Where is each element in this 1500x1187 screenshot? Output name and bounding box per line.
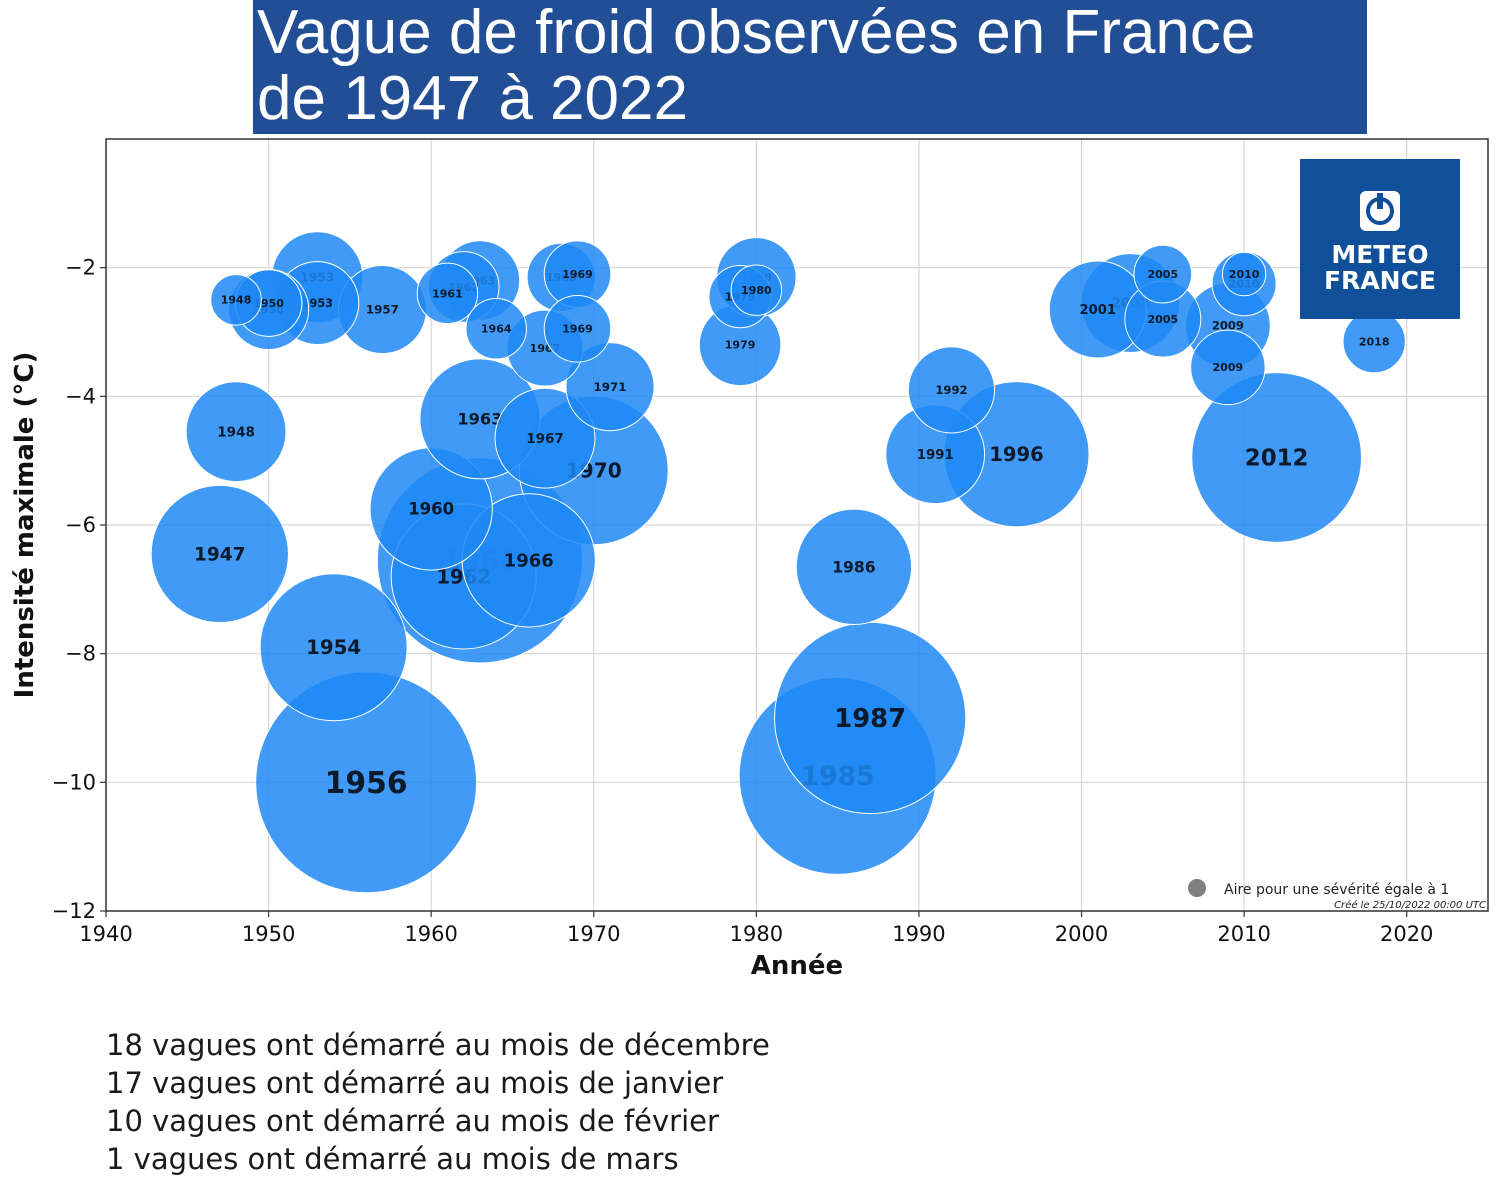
bubble-label: 2012 — [1245, 445, 1309, 471]
bubble-label: 1969 — [562, 323, 593, 336]
x-tick-label: 1960 — [404, 922, 457, 946]
bubble-chart: 1956196319851987201219701954196219961947… — [10, 138, 1489, 981]
bubble — [465, 298, 527, 360]
bubble — [259, 573, 408, 722]
bubble-label: 1980 — [741, 284, 772, 297]
bubble-label: 2009 — [1213, 361, 1244, 374]
bubble-label: 1966 — [504, 551, 554, 572]
bubble-label: 1954 — [306, 636, 361, 659]
y-axis-label: Intensité maximale (°C) — [10, 352, 40, 699]
note-january: 17 vagues ont démarré au mois de janvier — [106, 1066, 724, 1100]
bubble-label: 1991 — [917, 448, 954, 463]
bubble-label: 2001 — [1080, 303, 1116, 318]
legend-marker — [1188, 879, 1206, 897]
bubble — [1221, 251, 1267, 297]
x-tick-label: 2000 — [1055, 922, 1108, 946]
logo-text-meteo: METEO — [1331, 240, 1429, 269]
chart-title-line-2: de 1947 à 2022 — [257, 64, 688, 133]
bubble — [210, 274, 262, 326]
bubble-label: 2009 — [1212, 319, 1244, 333]
bubbles-layer: 1956196319851987201219701954196219961947… — [150, 231, 1406, 894]
bubble — [416, 262, 479, 325]
x-tick-label: 2010 — [1217, 922, 1270, 946]
bubble-label: 1956 — [325, 766, 408, 801]
chart-title: Vague de froid observées en France de 19… — [253, 0, 1367, 134]
bubble-label: 1948 — [217, 424, 255, 440]
bubble — [1190, 329, 1266, 406]
y-tick-label: −4 — [65, 384, 96, 408]
y-tick-label: −8 — [65, 642, 96, 666]
bubble-label: 1953 — [302, 297, 333, 310]
creation-note: Créé le 25/10/2022 00:00 UTC — [1334, 899, 1486, 911]
axis-ticks: 1940 1950 1960 1970 1980 1990 2000 2010 2020 −2 −4… — [52, 256, 1434, 946]
y-tick-label: −10 — [52, 770, 96, 794]
chart-title-line-1: Vague de froid observées en France — [257, 0, 1256, 67]
bubble-label: 1987 — [834, 704, 906, 734]
bubble — [185, 381, 287, 483]
start-month-notes: 18 vagues ont démarré au mois de décembr… — [106, 1026, 770, 1178]
y-tick-label: −2 — [65, 256, 96, 280]
bubble-label: 2005 — [1148, 268, 1179, 281]
y-tick-label: −12 — [52, 899, 96, 923]
bubble — [907, 346, 996, 434]
bubble-label: 1996 — [989, 443, 1044, 466]
bubble-label: 1963 — [457, 410, 502, 429]
bubble — [1191, 372, 1363, 543]
bubble — [150, 484, 289, 624]
bubble-label: 2010 — [1229, 268, 1260, 281]
bubble — [543, 294, 612, 363]
bubble — [730, 264, 783, 316]
bubble — [565, 342, 655, 432]
x-tick-label: 1990 — [892, 922, 945, 946]
bubble-label: 2005 — [1148, 313, 1179, 326]
bubble-label: 1947 — [194, 544, 246, 565]
legend-label: Aire pour une sévérité égale à 1 — [1224, 882, 1449, 898]
x-tick-label: 1970 — [567, 922, 620, 946]
logo-text-france: FRANCE — [1323, 266, 1437, 295]
bubble-label: 2018 — [1359, 336, 1390, 349]
bubble — [494, 387, 596, 489]
x-tick-label: 2020 — [1380, 922, 1433, 946]
bubble-label: 1969 — [562, 268, 593, 281]
meteo-france-logo: METEO FRANCE — [1300, 159, 1460, 319]
bubble-label: 1960 — [408, 500, 454, 519]
bubble-label: 1992 — [935, 383, 967, 397]
x-tick-label: 1980 — [730, 922, 783, 946]
bubble-label: 1967 — [526, 431, 564, 447]
logo-emblem-icon — [1360, 191, 1400, 231]
y-tick-label: −6 — [65, 513, 96, 537]
x-tick-label: 1950 — [242, 922, 295, 946]
bubble — [1133, 244, 1193, 304]
note-march: 1 vagues ont démarré au mois de mars — [106, 1142, 679, 1176]
note-december: 18 vagues ont démarré au mois de décembr… — [106, 1028, 770, 1062]
bubble — [795, 508, 913, 625]
bubble-label: 1979 — [725, 339, 756, 352]
bubble-label: 1964 — [481, 323, 512, 336]
x-axis-label: Année — [751, 951, 843, 981]
bubble-label: 1957 — [366, 303, 399, 317]
note-february: 10 vagues ont démarré au mois de février — [106, 1104, 719, 1138]
bubble-label: 1948 — [221, 294, 252, 307]
bubble-label: 1986 — [832, 558, 876, 576]
x-tick-label: 1940 — [79, 922, 132, 946]
bubble-label: 1961 — [432, 287, 463, 300]
bubble-label: 1971 — [593, 380, 626, 394]
